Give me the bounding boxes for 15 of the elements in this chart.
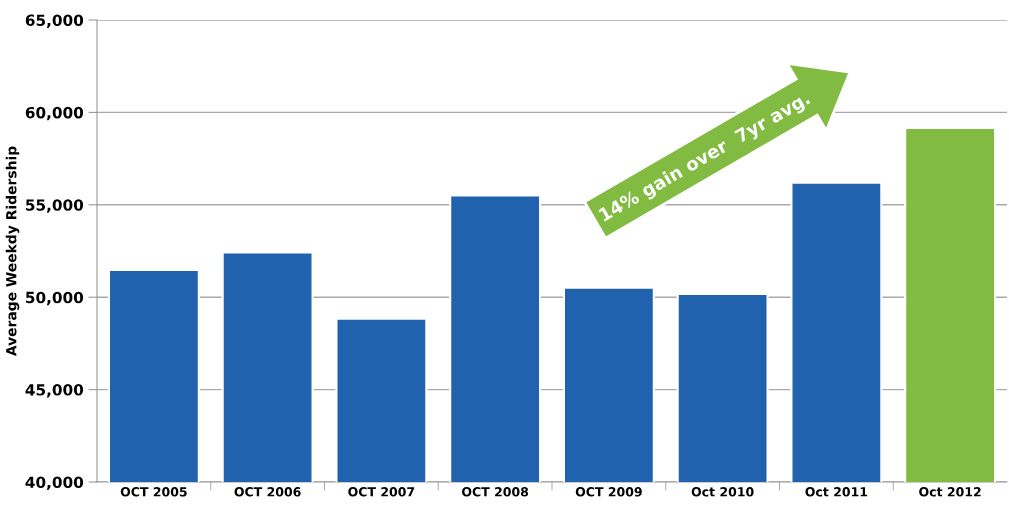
x-tick-label: OCT 2005 [120, 487, 187, 497]
y-tick-label: 45,000 [25, 384, 84, 398]
y-tick-label: 60,000 [25, 106, 84, 121]
y-tick-label: 50,000 [26, 291, 84, 306]
y-tick-label: 55,000 [26, 199, 84, 213]
x-tick-label: OCT 2008 [462, 487, 529, 497]
y-tick-label: 40,000 [25, 476, 84, 490]
x-tick-label: Oct 2012 [919, 487, 981, 497]
x-tick-label: OCT 2009 [575, 487, 642, 497]
y-tick-label: 65,000 [25, 14, 84, 28]
x-tick-label: Oct 2010 [691, 487, 754, 497]
x-tick-label: OCT 2006 [234, 487, 301, 497]
x-tick-label: Oct 2011 [805, 487, 868, 497]
y-axis-title: Average Weekdy Ridership [5, 146, 20, 357]
x-tick-label: OCT 2007 [348, 487, 415, 497]
